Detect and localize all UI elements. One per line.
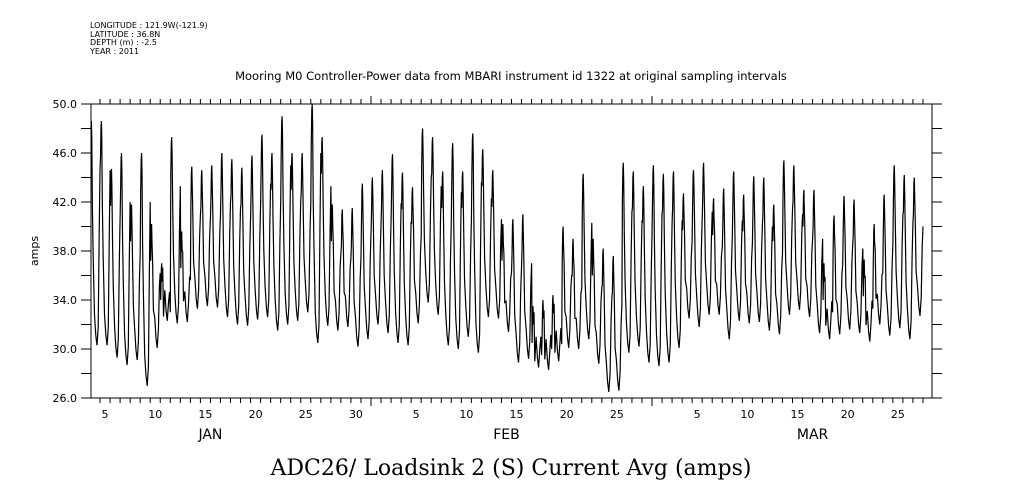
x-axis-title: ADC26/ Loadsink 2 (S) Current Avg (amps) (270, 456, 752, 481)
x-tick-label: 10 (459, 408, 473, 421)
y-tick-label: 42.0 (53, 196, 78, 209)
x-tick-label: 20 (249, 408, 263, 421)
depth-label: DEPTH (m) : -2.5 (90, 38, 157, 47)
x-tick-label: 20 (841, 408, 855, 421)
x-tick-label: 25 (891, 408, 905, 421)
longitude-label: LONGITUDE : 121.9W(-121.9) (90, 21, 208, 30)
y-axis-label: amps (28, 236, 41, 266)
y-tick-label: 46.0 (53, 147, 78, 160)
latitude-label: LATITUDE : 36.8N (90, 29, 161, 39)
y-tick-label: 34.0 (53, 294, 78, 307)
x-tick-label: 15 (510, 408, 524, 421)
x-tick-label: 30 (349, 408, 363, 421)
x-tick-label: 5 (413, 408, 420, 421)
x-tick-label: 10 (148, 408, 162, 421)
x-tick-label: 20 (560, 408, 574, 421)
y-tick-label: 26.0 (53, 392, 78, 405)
metadata-block: LONGITUDE : 121.9W(-121.9) LATITUDE : 36… (90, 21, 208, 56)
x-tick-label: 5 (694, 408, 701, 421)
y-tick-label: 50.0 (53, 98, 78, 111)
month-label: JAN (197, 427, 222, 443)
x-tick-label: 10 (740, 408, 754, 421)
series-line (90, 103, 924, 392)
year-label: YEAR : 2011 (90, 46, 140, 56)
x-tick-label: 5 (102, 408, 109, 421)
x-tick-label: 25 (610, 408, 624, 421)
x-tick-label: 15 (791, 408, 805, 421)
y-tick-label: 38.0 (53, 245, 78, 258)
y-tick-label: 30.0 (53, 343, 78, 356)
x-tick-label: 15 (198, 408, 212, 421)
month-label: FEB (493, 427, 520, 443)
x-tick-label: 25 (299, 408, 313, 421)
chart-title: Mooring M0 Controller-Power data from MB… (235, 69, 787, 83)
month-label: MAR (797, 427, 829, 443)
